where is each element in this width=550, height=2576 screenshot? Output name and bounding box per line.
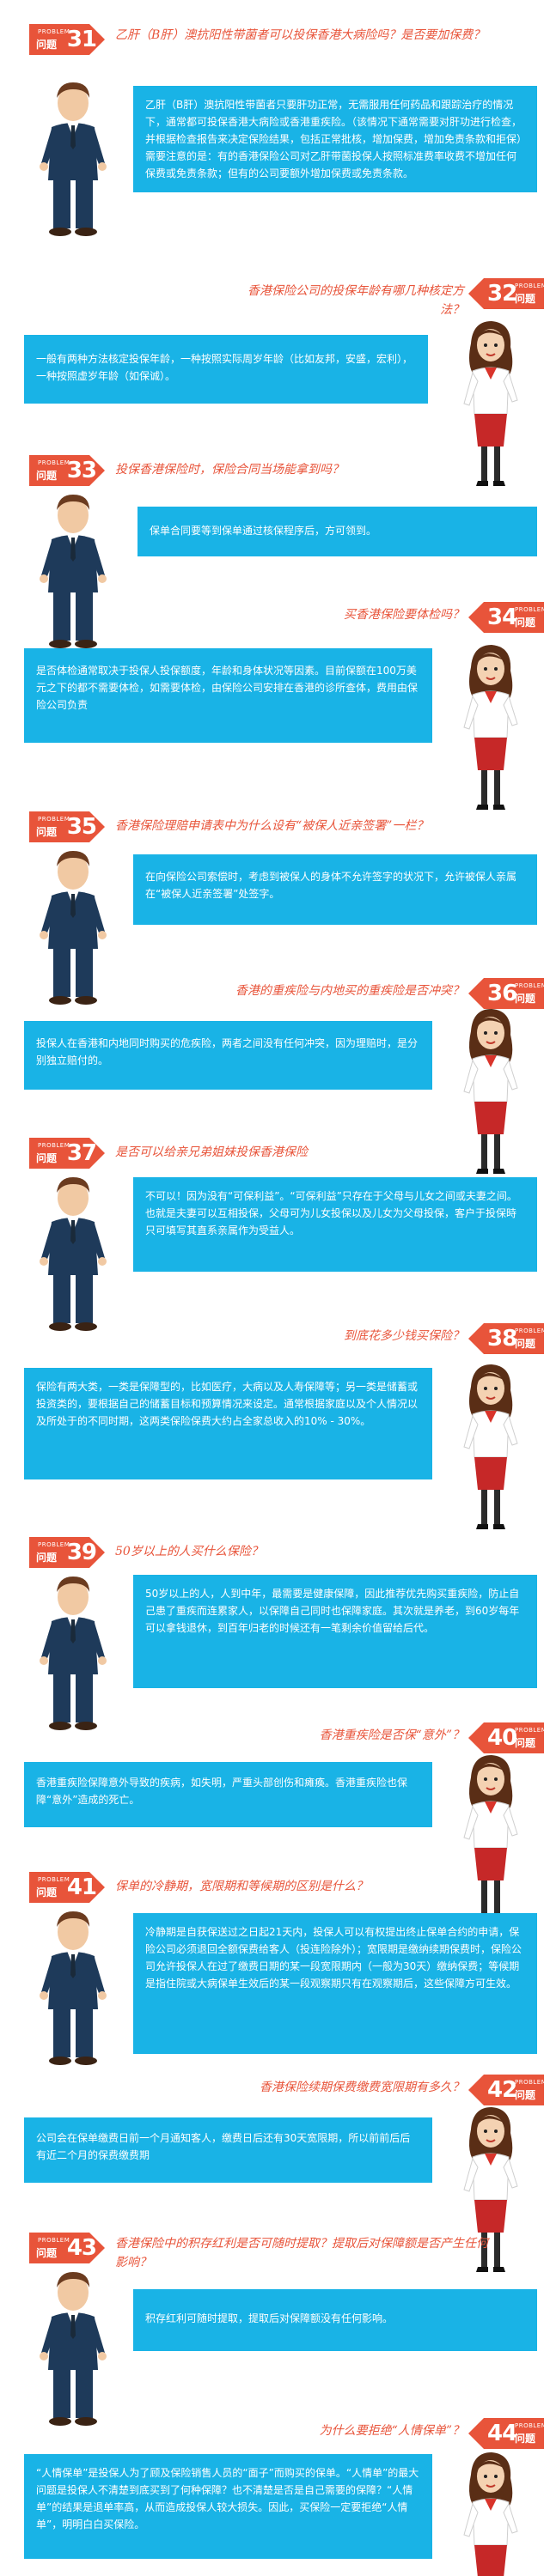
answer-box: 50岁以上的人，人到中年，最需要是健康保障，因此推荐优先购买重疾险，防止自己患了… xyxy=(133,1575,537,1688)
problem-badge: PROBLEM 问题 41 xyxy=(29,1872,105,1903)
answer-box: 不可以！因为没有“可保利益”。“可保利益”只存在于父母与儿女之间或夫妻之间。也就… xyxy=(133,1177,537,1272)
answer-box: 乙肝（B肝）澳抗阳性带菌者只要肝功正常，无需服用任何药品和跟踪治疗的情况下，通常… xyxy=(133,86,537,192)
qa-item-42: 香港保险续期保费缴费宽限期有多久？ 42 PROBLEM 问题 公司会在保单缴费… xyxy=(0,2069,550,2272)
problem-badge: 34 PROBLEM 问题 xyxy=(468,602,547,633)
problem-badge: PROBLEM 问题 31 xyxy=(29,24,105,55)
qa-item-35: PROBLEM 问题 35 香港保险理赔申请表中为什么设有“被保人近亲签署”一栏… xyxy=(0,811,550,1005)
woman-figure xyxy=(447,1361,533,1536)
woman-figure xyxy=(447,641,533,817)
answer-box: 是否体检通常取决于投保人投保额度，年龄和身体状况等因素。目前保额在100万美元之… xyxy=(24,648,432,743)
qa-item-36: 香港的重疾险与内地买的重疾险是否冲突？ 36 PROBLEM 问题 投保人在香港… xyxy=(0,975,550,1174)
qa-item-41: PROBLEM 问题 41 保单的冷静期，宽限期和等候期的区别是什么？ 冷静期是… xyxy=(0,1872,550,2069)
man-figure xyxy=(26,1172,120,1339)
problem-badge: 40 PROBLEM 问题 xyxy=(468,1722,547,1753)
answer-box: 积存红利可随时提取，提取后对保障额没有任何影响。 xyxy=(133,2289,537,2351)
woman-figure xyxy=(447,318,533,493)
answer-box: 香港重疾险保障意外导致的疾病，如失明，严重头部创伤和瘫痪。香港重疾险也保障“意外… xyxy=(24,1762,432,1827)
woman-figure xyxy=(447,1005,533,1181)
answer-box: 保险有两大类，一类是保障型的，比如医疗，大病以及人寿保障等；另一类是储蓄或投资类… xyxy=(24,1368,432,1479)
problem-badge: 38 PROBLEM 问题 xyxy=(468,1323,547,1354)
woman-figure xyxy=(447,2104,533,2279)
problem-badge: 32 PROBLEM 问题 xyxy=(468,278,547,309)
qa-item-33: PROBLEM 问题 33 投保香港保险时，保险合同当场能拿到吗？ 保单合同要等… xyxy=(0,455,550,648)
answer-box: “人情保单”是投保人为了顾及保险销售人员的“面子”而购买的保单。“人情单”的最大… xyxy=(24,2454,432,2559)
qa-item-39: PROBLEM 问题 39 50岁以上的人买什么保险？ 50岁以上的人，人到中年… xyxy=(0,1537,550,1730)
question-text: 保单的冷静期，宽限期和等候期的区别是什么？ xyxy=(115,1880,368,1893)
question-text: 到底花多少钱买保险？ xyxy=(344,1329,464,1343)
problem-badge: 42 PROBLEM 问题 xyxy=(468,2075,547,2105)
qa-item-44: 为什么要拒绝“人情保单”？ 44 PROBLEM 问题 “人情保单”是投保人为了… xyxy=(0,2404,550,2576)
problem-badge: PROBLEM 问题 43 xyxy=(29,2233,105,2263)
question-text: 香港保险中的积存红利是否可随时提取？提取后对保障额是否产生任何影响？ xyxy=(115,2237,488,2269)
problem-badge: PROBLEM 问题 33 xyxy=(29,455,105,486)
question-text: 香港的重疾险与内地买的重疾险是否冲突？ xyxy=(235,984,464,998)
question-text: 50岁以上的人买什么保险？ xyxy=(115,1545,263,1558)
man-figure xyxy=(26,489,120,656)
question-text: 是否可以给亲兄弟姐妹投保香港保险 xyxy=(115,1145,308,1159)
woman-figure xyxy=(447,2449,533,2576)
question-text: 买香港保险要体检吗？ xyxy=(344,608,464,622)
question-text: 香港保险续期保费缴费宽限期有多久？ xyxy=(260,2081,464,2094)
answer-box: 投保人在香港和内地同时购买的危疾险，两者之间没有任何冲突，因为理赔时，是分别独立… xyxy=(24,1021,432,1090)
woman-figure xyxy=(447,1752,533,1927)
answer-box: 冷静期是自获保送过之日起21天内，投保人可以有权提出终止保单合约的申请，保险公司… xyxy=(133,1913,537,2054)
man-figure xyxy=(26,2267,120,2433)
question-text: 香港保险理赔申请表中为什么设有“被保人近亲签署”一栏？ xyxy=(115,819,429,833)
qa-item-43: PROBLEM 问题 43 香港保险中的积存红利是否可随时提取？提取后对保障额是… xyxy=(0,2233,550,2426)
question-text: 香港重疾险是否保“意外”？ xyxy=(319,1728,464,1742)
problem-badge: 44 PROBLEM 问题 xyxy=(468,2418,547,2449)
qa-item-38: 到底花多少钱买保险？ 38 PROBLEM 问题 保险有两大类，一类是保障型的，… xyxy=(0,1318,550,1537)
question-text: 乙肝（B肝）澳抗阳性带菌者可以投保香港大病险吗？是否要加保费？ xyxy=(115,28,486,42)
answer-box: 公司会在保单缴费日前一个月通知客人，缴费日后还有30天宽限期，所以前前后后有近二… xyxy=(24,2117,432,2183)
man-figure xyxy=(26,1571,120,1738)
question-text: 为什么要拒绝“人情保单”？ xyxy=(319,2424,464,2438)
problem-badge: PROBLEM 问题 39 xyxy=(29,1537,105,1568)
man-figure xyxy=(26,846,120,1012)
man-figure xyxy=(26,1906,120,2073)
qa-item-40: 香港重疾险是否保“意外”？ 40 PROBLEM 问题 香港重疾险保障意外导致的… xyxy=(0,1717,550,1920)
qa-item-31: PROBLEM 问题 31 乙肝（B肝）澳抗阳性带菌者可以投保香港大病险吗？是否… xyxy=(0,0,550,266)
qa-item-37: PROBLEM 问题 37 是否可以给亲兄弟姐妹投保香港保险 不可以！因为没有“… xyxy=(0,1138,550,1331)
question-text: 投保香港保险时，保险合同当场能拿到吗？ xyxy=(115,463,344,477)
problem-badge: PROBLEM 问题 35 xyxy=(29,811,105,842)
question-text: 香港保险公司的投保年龄有哪几种核定方法？ xyxy=(248,284,464,317)
answer-box: 在向保险公司索偿时，考虑到被保人的身体不允许签字的状况下，允许被保人亲属在“被保… xyxy=(133,854,537,925)
answer-box: 一般有两种方法核定投保年龄，一种按照实际周岁年龄（比如友邦，安盛，宏利），一种按… xyxy=(24,335,428,404)
man-figure xyxy=(26,77,120,244)
problem-badge: 36 PROBLEM 问题 xyxy=(468,978,547,1009)
problem-badge: PROBLEM 问题 37 xyxy=(29,1138,105,1169)
qa-item-32: 香港保险公司的投保年龄有哪几种核定方法？ 32 PROBLEM 问题 一般有两种… xyxy=(0,266,550,486)
answer-box: 保单合同要等到保单通过核保程序后，方可领到。 xyxy=(138,507,537,556)
qa-item-34: 买香港保险要体检吗？ 34 PROBLEM 问题 是否体检通常取决于投保人投保额… xyxy=(0,597,550,811)
